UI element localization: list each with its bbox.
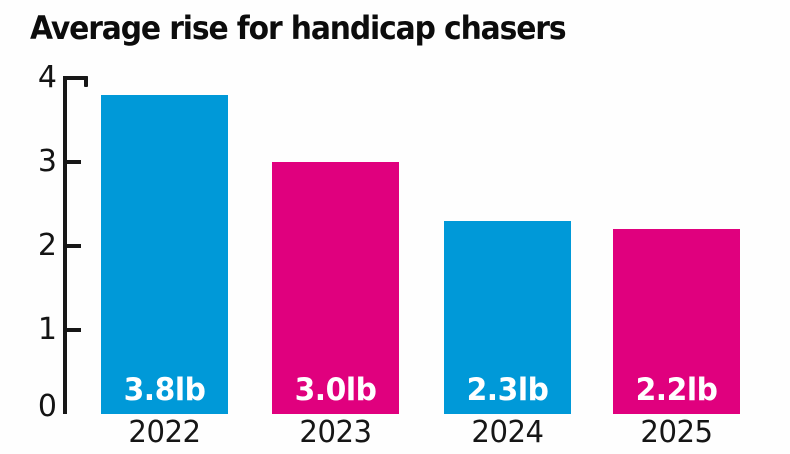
y-axis-tick-label: 2 xyxy=(37,228,57,263)
y-axis-top-cap xyxy=(63,76,88,80)
bar-value-label: 3.0lb xyxy=(294,372,377,408)
y-axis-tick xyxy=(67,244,81,248)
y-axis-tick-label: 1 xyxy=(37,312,57,347)
bar: 3.8lb xyxy=(101,95,228,414)
bar-value-label: 2.2lb xyxy=(635,372,718,408)
x-axis-label: 2023 xyxy=(299,415,372,450)
y-axis-top-cap-nub xyxy=(84,76,88,87)
y-axis-line xyxy=(63,76,67,414)
y-axis-tick-label: 0 xyxy=(37,389,57,424)
y-axis-tick xyxy=(67,328,81,332)
x-axis-label: 2024 xyxy=(471,415,544,450)
bar-value-label: 3.8lb xyxy=(123,372,206,408)
bar: 2.2lb xyxy=(613,229,740,414)
y-axis-tick-label: 4 xyxy=(37,60,57,95)
x-axis-label: 2025 xyxy=(640,415,713,450)
bar-value-label: 2.3lb xyxy=(466,372,549,408)
bar: 3.0lb xyxy=(272,162,399,414)
bar: 2.3lb xyxy=(444,221,571,414)
x-axis-label: 2022 xyxy=(128,415,201,450)
y-axis-tick xyxy=(67,160,81,164)
y-axis-tick-label: 3 xyxy=(37,144,57,179)
chart-title: Average rise for handicap chasers xyxy=(30,9,567,47)
